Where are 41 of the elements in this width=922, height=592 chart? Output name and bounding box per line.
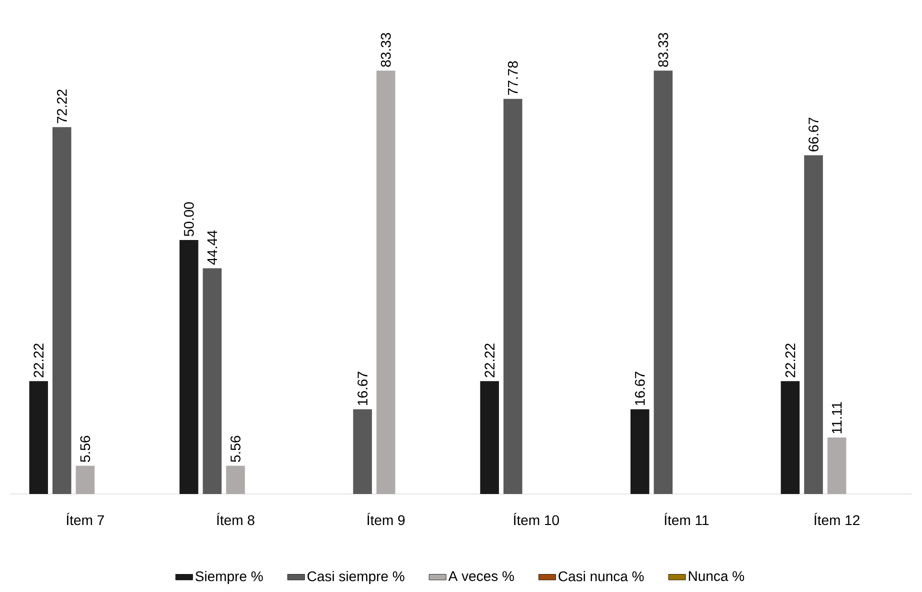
data-label: 5.56 <box>230 436 240 462</box>
bar <box>76 466 95 494</box>
x-tick-label: Ítem 8 <box>217 512 254 526</box>
data-label: 50.00 <box>184 202 194 236</box>
x-tick-label: Ítem 10 <box>514 512 559 526</box>
x-tick-label: Ítem 12 <box>814 512 860 526</box>
bar <box>29 381 48 494</box>
data-label: 72.22 <box>56 90 67 124</box>
legend-label: Casi siempre % <box>308 570 404 584</box>
bar <box>376 70 396 494</box>
bar <box>503 98 522 494</box>
bar <box>52 127 72 494</box>
bar <box>480 381 499 494</box>
data-label: 83.33 <box>380 33 391 67</box>
x-tick-label: Ítem 7 <box>66 512 104 526</box>
data-label: 83.33 <box>658 33 668 67</box>
x-tick-label: Ítem 9 <box>367 512 405 526</box>
data-label: 44.44 <box>207 230 218 265</box>
data-label: 22.22 <box>484 344 494 378</box>
bar <box>180 240 198 494</box>
bar <box>780 381 800 494</box>
data-label: 22.22 <box>785 344 796 378</box>
bar <box>654 70 673 494</box>
legend-label: Siempre % <box>196 570 263 584</box>
bar <box>226 466 245 494</box>
bar <box>353 409 372 494</box>
legend-label: Nunca % <box>688 571 744 582</box>
data-label: 16.67 <box>634 372 645 406</box>
x-tick-label: Ítem 11 <box>664 512 709 526</box>
bar <box>630 409 650 494</box>
data-label: 11.11 <box>832 402 842 434</box>
bar <box>827 438 846 494</box>
data-label: 66.67 <box>808 118 818 152</box>
data-label: 16.67 <box>358 372 368 406</box>
bar <box>804 155 823 494</box>
legend-label: A veces % <box>448 571 514 582</box>
legend-label: Casi nunca % <box>558 570 644 582</box>
data-label: 77.78 <box>508 61 518 95</box>
data-label: 5.56 <box>80 436 90 462</box>
data-label: 22.22 <box>34 344 44 378</box>
bar <box>202 268 222 494</box>
